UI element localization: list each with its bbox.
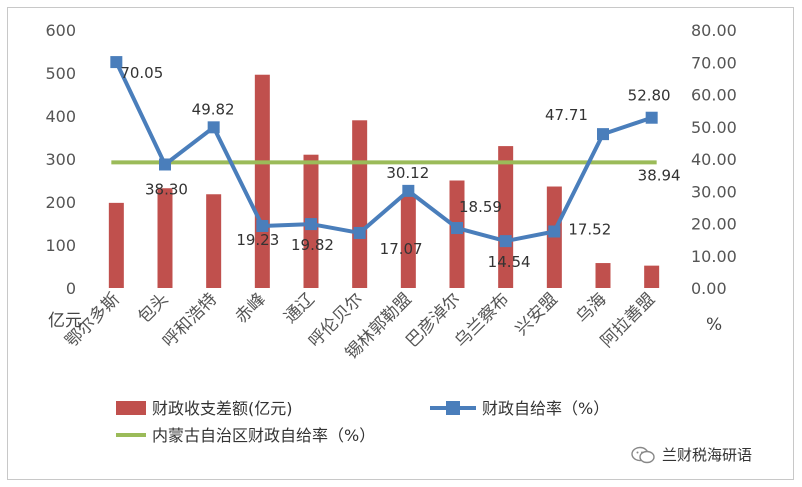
legend-label-bar: 财政收支差额(亿元) [152,399,293,418]
left-tick-label: 200 [45,193,76,212]
right-axis: 0.00 10.00 20.00 30.00 40.00 50.00 60.00 70.00 8… [691,21,737,298]
data-label: 19.23 [236,231,279,249]
legend-swatch-marker [446,401,460,415]
left-tick-label: 0 [66,279,76,298]
category-label: 乌兰察布 [451,289,513,351]
category-label: 呼和浩特 [159,289,221,351]
reference-value-label: 38.94 [638,166,681,184]
line-marker [110,56,123,69]
watermark-text: 兰财税海研语 [662,446,753,464]
data-label: 19.82 [291,236,334,254]
line-marker [548,225,561,238]
bar [157,188,173,288]
line-marker [207,121,220,134]
data-label: 47.71 [545,106,588,124]
bar [595,263,611,288]
category-label: 通辽 [280,289,318,327]
wechat-icon [630,446,656,464]
right-tick-label: 50.00 [691,118,737,137]
watermark: 兰财税海研语 [630,444,752,465]
right-tick-label: 20.00 [691,215,737,234]
right-tick-label: 40.00 [691,150,737,169]
right-tick-label: 60.00 [691,86,737,105]
line-marker [645,111,658,124]
line-marker [353,226,366,239]
line-marker [305,218,317,231]
bar [206,194,222,288]
data-label: 38.30 [145,180,188,198]
left-tick-label: 600 [45,21,76,40]
left-tick-label: 500 [45,64,76,83]
data-labels: 70.05 38.30 49.82 19.23 19.82 17.07 30.12 18.59… [120,64,680,271]
legend-swatch-bar [116,401,146,415]
bar [498,146,514,288]
data-label: 18.59 [459,198,502,216]
line-marker [402,184,415,197]
category-label: 包头 [134,289,172,327]
right-tick-label: 0.00 [691,279,727,298]
left-tick-label: 400 [45,107,76,126]
left-tick-label: 100 [45,236,76,255]
data-label: 14.54 [488,253,531,271]
right-tick-label: 80.00 [691,21,737,40]
legend: 财政收支差额(亿元) 财政自给率（%） 内蒙古自治区财政自给率（%） [116,399,609,445]
line-marker [597,128,609,141]
bar [352,120,368,288]
line-marker [499,235,512,248]
left-axis: 0 100 200 300 400 500 600 [45,21,76,298]
bar [254,74,270,288]
line-marker [159,158,171,171]
right-tick-label: 10.00 [691,247,737,266]
right-axis-unit: % [706,315,722,335]
left-axis-unit: 亿元 [48,311,82,331]
left-tick-label: 300 [45,150,76,169]
bar [644,265,660,288]
line-marker [451,222,463,235]
data-label: 49.82 [192,100,235,118]
right-tick-label: 70.00 [691,53,737,72]
bar [449,180,465,288]
data-label: 52.80 [628,87,671,105]
right-tick-label: 30.00 [691,182,737,201]
bar [108,202,124,288]
category-label: 兴安盟 [512,289,562,339]
category-label: 赤峰 [232,289,270,327]
bar [400,195,416,288]
legend-label-line: 财政自给率（%） [482,399,609,418]
data-label: 30.12 [386,164,429,182]
line-marker [256,219,269,232]
category-label: 乌海 [572,289,610,327]
data-label: 17.52 [568,220,611,238]
legend-label-reference: 内蒙古自治区财政自给率（%） [152,426,375,445]
data-label: 70.05 [120,64,163,82]
data-label: 17.07 [380,240,423,258]
line-series [110,56,658,248]
line-path [114,61,653,244]
category-label: 阿拉善盟 [597,289,659,351]
